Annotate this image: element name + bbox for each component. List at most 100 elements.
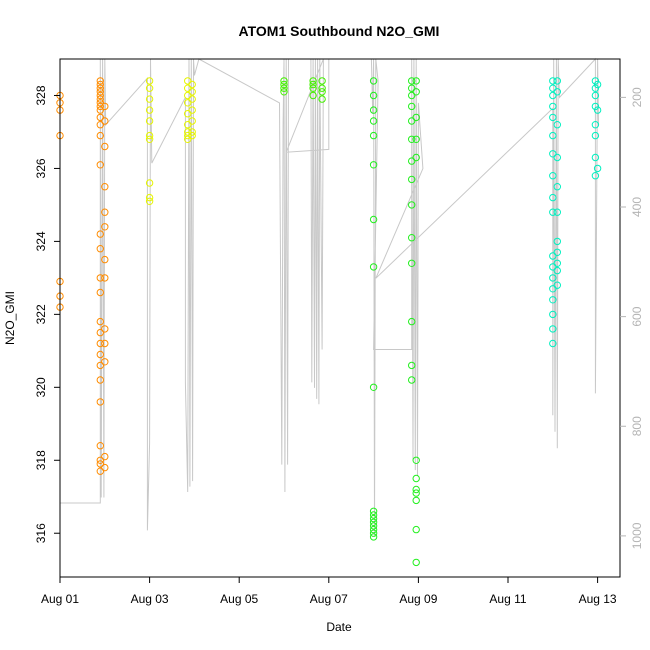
- data-point: [408, 157, 416, 165]
- data-point: [96, 106, 105, 114]
- data-point: [591, 91, 600, 100]
- data-point: [553, 237, 561, 246]
- data-point: [318, 84, 326, 92]
- data-point: [553, 121, 561, 129]
- data-point: [96, 376, 105, 384]
- data-point: [412, 135, 420, 144]
- data-point: [369, 161, 378, 169]
- y2-tick-label: 600: [630, 306, 644, 326]
- data-point: [553, 281, 561, 289]
- data-point: [96, 460, 105, 468]
- data-point: [145, 77, 154, 85]
- data-point: [549, 77, 557, 85]
- data-point: [96, 274, 105, 282]
- data-point: [96, 102, 105, 111]
- data-point: [96, 328, 105, 337]
- pressure-trace-line: [59, 57, 599, 536]
- data-point: [408, 77, 416, 85]
- data-point: [309, 80, 317, 89]
- data-point: [549, 285, 557, 293]
- data-point: [412, 558, 420, 567]
- data-point: [408, 317, 416, 326]
- data-point: [101, 255, 109, 264]
- data-point: [184, 131, 192, 140]
- data-point: [412, 456, 420, 464]
- x-tick-label: Aug 07: [310, 592, 348, 606]
- data-point: [591, 153, 600, 162]
- data-point: [408, 102, 416, 111]
- data-point: [369, 91, 378, 100]
- data-point: [412, 496, 420, 505]
- data-point: [145, 95, 154, 103]
- data-point: [369, 383, 378, 391]
- data-point: [101, 452, 109, 461]
- y-tick-label: 328: [34, 85, 48, 105]
- data-point: [145, 179, 154, 187]
- data-point: [369, 514, 378, 523]
- data-point: [408, 135, 416, 144]
- y-tick-label: 324: [34, 231, 48, 251]
- data-point: [549, 102, 557, 111]
- data-point: [96, 442, 105, 450]
- y2-tick-label: 800: [630, 416, 644, 436]
- data-point: [96, 121, 105, 129]
- data-point: [184, 135, 192, 144]
- data-point: [369, 215, 378, 224]
- y-tick-label: 320: [34, 377, 48, 397]
- data-point: [369, 263, 378, 271]
- data-point: [145, 131, 154, 140]
- y-tick-label: 326: [34, 158, 48, 178]
- data-point: [408, 259, 416, 267]
- data-point: [309, 77, 317, 85]
- plot-frame: [59, 58, 621, 578]
- data-point: [408, 91, 416, 100]
- data-point: [96, 456, 105, 464]
- data-points-group: [56, 77, 602, 567]
- y2-tick-label: 200: [630, 87, 644, 107]
- data-point: [408, 201, 416, 209]
- data-point: [369, 533, 378, 541]
- data-point: [96, 467, 105, 475]
- x-tick-label: Aug 09: [399, 592, 437, 606]
- data-point: [96, 398, 105, 406]
- data-point: [145, 193, 154, 202]
- data-point: [369, 507, 378, 515]
- y-tick-label: 316: [34, 523, 48, 543]
- data-point: [408, 376, 416, 384]
- data-point: [412, 113, 420, 122]
- data-point: [549, 131, 557, 140]
- data-point: [369, 518, 378, 526]
- data-point: [145, 197, 154, 206]
- y-axis-label: N2O_GMI: [3, 291, 17, 345]
- data-point: [591, 102, 600, 111]
- data-point: [96, 84, 105, 92]
- data-point: [188, 95, 196, 103]
- data-point: [184, 121, 192, 129]
- data-point: [549, 91, 557, 100]
- data-point: [591, 121, 600, 129]
- data-point: [96, 245, 105, 253]
- data-point: [591, 131, 600, 140]
- data-point: [101, 223, 109, 231]
- data-point: [369, 106, 378, 114]
- y2-tick-label: 400: [630, 197, 644, 217]
- y-tick-label: 318: [34, 450, 48, 470]
- data-point: [280, 80, 288, 89]
- data-point: [591, 84, 600, 92]
- data-point: [553, 266, 561, 275]
- data-point: [412, 153, 420, 162]
- data-point: [412, 489, 420, 497]
- data-point: [369, 77, 378, 85]
- data-point: [96, 113, 105, 122]
- x-tick-label: Aug 13: [579, 592, 617, 606]
- data-point: [369, 117, 378, 125]
- x-axis: Aug 01 Aug 03 Aug 05 Aug 07 Aug 09 Aug 11 Aug …: [41, 577, 617, 606]
- data-point: [549, 193, 557, 202]
- data-point: [101, 325, 109, 333]
- data-point: [145, 106, 154, 114]
- data-point: [188, 80, 196, 89]
- data-point: [96, 80, 105, 89]
- data-point: [188, 117, 196, 125]
